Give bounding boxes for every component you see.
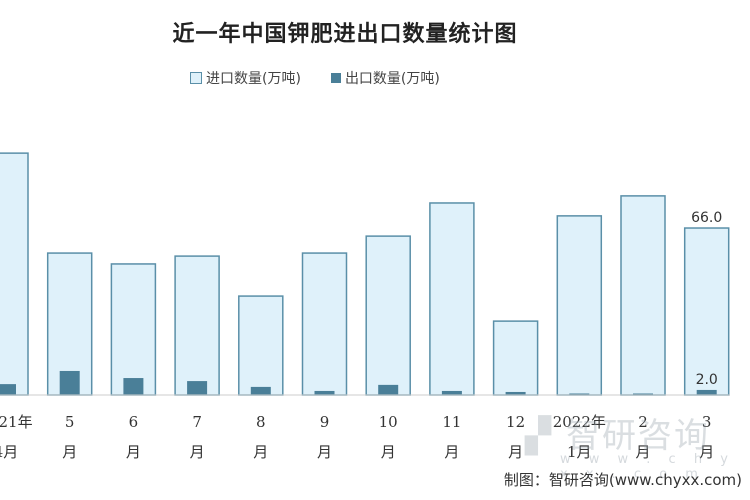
legend-export: 出口数量(万吨): [330, 68, 440, 88]
x-tick-label: 2022年: [553, 413, 606, 431]
x-tick-label: 月: [699, 443, 714, 461]
x-tick-label: 月: [444, 443, 459, 461]
import-bar: [429, 202, 475, 396]
x-tick-label: 2021年: [0, 413, 33, 431]
import-bar: [0, 152, 29, 396]
import-bar: [492, 320, 539, 396]
import-bar: [620, 195, 666, 396]
import-bar: [683, 227, 730, 396]
import-bar: [301, 252, 348, 396]
export-bar: [378, 384, 399, 395]
import-bar: [110, 263, 157, 396]
x-tick-label: 月: [317, 443, 332, 461]
x-tick-label: 月: [381, 443, 396, 461]
x-tick-label: 月: [508, 443, 523, 461]
import-bar: [174, 255, 220, 396]
x-tick-label: 月: [635, 443, 650, 461]
watermark-url: w w w . c h y x x . c o m: [560, 452, 735, 482]
export-bar: [569, 393, 590, 395]
export-bar: [314, 390, 335, 395]
x-tick-label: 月: [253, 443, 268, 461]
x-tick-label: 3: [702, 413, 712, 431]
legend-import-label: 进口数量(万吨): [206, 71, 301, 87]
x-tick-label: 4月: [0, 443, 18, 461]
export-bar: [187, 381, 208, 395]
import-bar: [365, 235, 411, 396]
x-tick-label: 2: [638, 413, 648, 431]
import-bar: [556, 215, 603, 396]
x-tick-label: 5: [65, 413, 75, 431]
x-tick-label: 月: [126, 443, 141, 461]
export-bar: [441, 390, 462, 395]
x-tick-label: 9: [320, 413, 330, 431]
legend-import-swatch: [190, 72, 202, 84]
export-bar: [505, 391, 526, 395]
x-tick-label: 8: [256, 413, 266, 431]
x-tick-label: 6: [129, 413, 139, 431]
import-bar: [238, 295, 284, 396]
export-bar: [633, 393, 653, 395]
legend: 进口数量(万吨) 出口数量(万吨): [190, 68, 440, 88]
x-tick-label: 12: [506, 413, 525, 431]
export-bar: [250, 386, 271, 395]
legend-export-swatch: [330, 73, 341, 83]
watermark-logo: ▞ 智研咨询: [525, 416, 710, 456]
x-tick-label: 7: [192, 413, 202, 431]
x-tick-label: 11: [442, 413, 461, 431]
legend-import: 进口数量(万吨): [190, 68, 301, 88]
source-note: 制图：智研咨询(www.chyxx.com): [503, 471, 742, 489]
export-bar: [123, 378, 144, 395]
x-tick-label: 10: [379, 413, 398, 431]
export-bar: [0, 384, 16, 395]
data-label: 66.0: [691, 210, 722, 226]
export-bar: [696, 389, 717, 395]
chart-title: 近一年中国钾肥进出口数量统计图: [172, 21, 518, 47]
export-bar: [59, 370, 80, 395]
x-tick-label: 月: [62, 443, 77, 461]
legend-export-label: 出口数量(万吨): [344, 71, 440, 87]
x-tick-label: 1月: [567, 443, 592, 461]
x-tick-label: 月: [190, 443, 205, 461]
data-label: 2.0: [696, 372, 718, 388]
